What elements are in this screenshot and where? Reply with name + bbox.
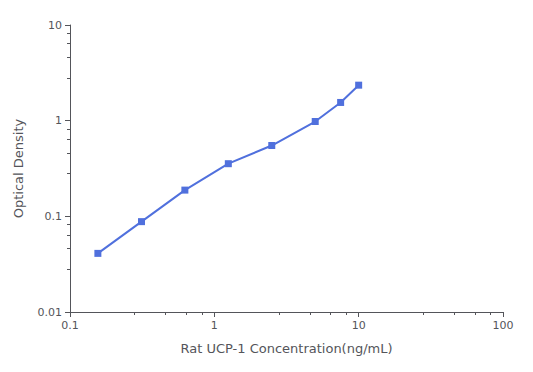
- svg-text:Rat UCP-1 Concentration(ng/mL): Rat UCP-1 Concentration(ng/mL): [180, 341, 392, 356]
- svg-text:1: 1: [211, 319, 218, 332]
- svg-text:0.1: 0.1: [61, 319, 79, 332]
- svg-text:1: 1: [55, 114, 62, 127]
- svg-text:10: 10: [48, 19, 62, 32]
- svg-text:0.1: 0.1: [45, 210, 63, 223]
- svg-text:0.01: 0.01: [38, 306, 63, 319]
- svg-text:10: 10: [352, 319, 366, 332]
- svg-text:Optical Density: Optical Density: [11, 118, 26, 218]
- svg-text:100: 100: [493, 319, 514, 332]
